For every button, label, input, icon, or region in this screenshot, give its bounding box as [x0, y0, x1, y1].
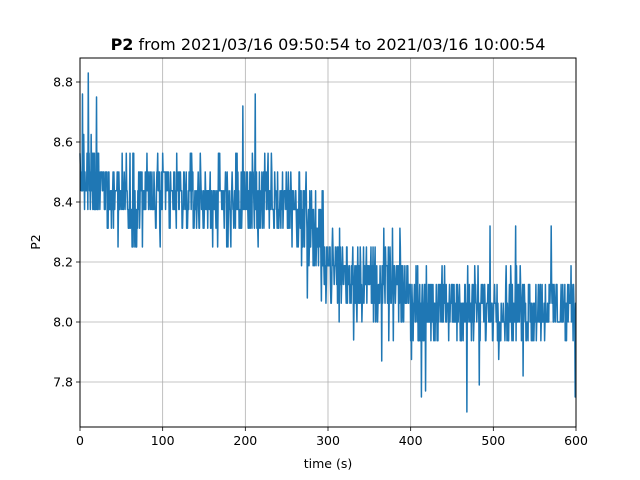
chart-title-bold: P2: [111, 35, 134, 54]
y-tick-label-8.8: 8.8: [53, 75, 73, 90]
series-path: [79, 72, 577, 413]
chart-title: P2 from 2021/03/16 09:50:54 to 2021/03/1…: [111, 35, 546, 54]
x-tick-label-500: 500: [481, 433, 505, 448]
x-tick-label-100: 100: [151, 433, 175, 448]
series-line: [79, 72, 577, 413]
x-tick-label-600: 600: [564, 433, 588, 448]
x-tick-label-200: 200: [233, 433, 257, 448]
x-axis-label: time (s): [304, 456, 352, 471]
x-tick-label-400: 400: [399, 433, 423, 448]
y-tick-label-8.2: 8.2: [53, 255, 73, 270]
y-tick-label-8.4: 8.4: [53, 195, 73, 210]
x-tick-label-0: 0: [76, 433, 84, 448]
y-tick-label-8.0: 8.0: [53, 315, 73, 330]
x-tick-label-300: 300: [316, 433, 340, 448]
y-axis-label: P2: [28, 234, 43, 250]
y-tick-label-7.8: 7.8: [53, 375, 73, 390]
y-tick-label-8.6: 8.6: [53, 135, 73, 150]
axis-ticks: 0 100 200 300 400 500 600 7.8 8.0 8.2 8.4 8.6 8.8: [53, 75, 588, 449]
chart-title-rest: from 2021/03/16 09:50:54 to 2021/03/16 1…: [133, 35, 545, 54]
